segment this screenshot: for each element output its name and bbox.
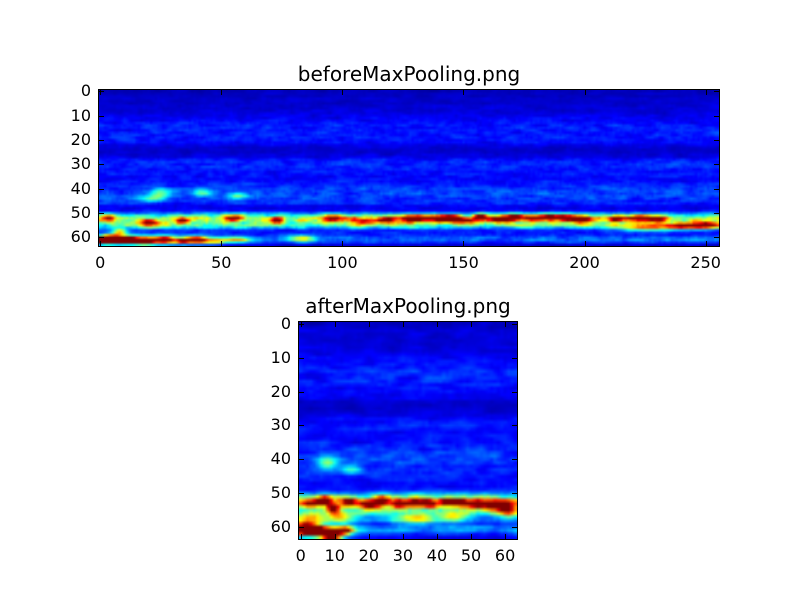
tick-mark [300,534,302,539]
y-tick-label: 40 [70,178,91,198]
x-tick-label: 60 [494,546,516,565]
y-tick-label: 30 [270,415,291,435]
tick-mark [714,115,719,117]
tick-mark [436,534,438,539]
tick-mark [99,91,104,93]
tick-mark [99,115,104,117]
tick-mark [505,322,507,327]
tick-mark [505,534,507,539]
tick-mark [368,322,370,327]
tick-mark [334,322,336,327]
y-tick-label: 20 [70,129,91,149]
tick-mark [99,139,104,141]
tick-mark [584,241,586,246]
tick-mark [221,90,223,95]
axes-after [298,321,518,540]
y-tick-label: 50 [270,483,291,503]
x-tick-label: 30 [392,546,414,565]
tick-mark [705,241,707,246]
x-tick-label: 0 [95,253,106,272]
plot-title-after: afterMaxPooling.png [305,294,511,318]
tick-mark [299,425,304,427]
x-tick-label: 10 [324,546,345,565]
tick-mark [714,164,719,166]
heatmap-canvas-after [299,322,517,539]
tick-mark [512,459,517,461]
tick-mark [342,90,344,95]
tick-mark [99,164,104,166]
tick-mark [299,357,304,359]
y-tick-label: 40 [270,449,291,469]
tick-mark [99,237,104,239]
y-tick-label: 10 [70,105,91,125]
tick-mark [463,90,465,95]
x-tick-label: 150 [448,253,479,272]
tick-mark [584,90,586,95]
x-tick-label: 20 [358,546,380,565]
tick-mark [512,357,517,359]
tick-mark [714,91,719,93]
axes-before [98,89,720,247]
tick-mark [714,139,719,141]
tick-mark [99,213,104,215]
tick-mark [471,322,473,327]
tick-mark [471,534,473,539]
plot-title-before: beforeMaxPooling.png [297,62,521,86]
tick-mark [299,459,304,461]
tick-mark [299,323,304,325]
tick-mark [99,188,104,190]
x-tick-label: 0 [295,546,306,565]
tick-mark [402,322,404,327]
tick-mark [100,90,102,95]
tick-mark [512,391,517,393]
y-tick-label: 60 [270,517,291,537]
tick-mark [463,241,465,246]
x-tick-label: 40 [426,546,448,565]
x-tick-label: 200 [569,253,600,272]
tick-mark [714,213,719,215]
tick-mark [342,241,344,246]
tick-mark [368,534,370,539]
tick-mark [402,534,404,539]
heatmap-canvas-before [99,90,719,246]
tick-mark [714,188,719,190]
y-tick-label: 50 [70,203,91,223]
tick-mark [299,527,304,529]
x-tick-label: 100 [327,253,358,272]
y-tick-label: 30 [70,154,91,174]
x-tick-label: 250 [690,253,721,272]
y-tick-label: 10 [270,347,291,367]
tick-mark [100,241,102,246]
tick-mark [512,527,517,529]
tick-mark [334,534,336,539]
tick-mark [512,493,517,495]
tick-mark [436,322,438,327]
tick-mark [299,493,304,495]
tick-mark [705,90,707,95]
tick-mark [512,425,517,427]
tick-mark [221,241,223,246]
x-tick-label: 50 [460,546,482,565]
y-tick-label: 0 [80,81,91,101]
tick-mark [512,323,517,325]
y-tick-label: 20 [270,381,291,401]
x-tick-label: 50 [211,253,232,272]
y-tick-label: 60 [70,227,91,247]
tick-mark [299,391,304,393]
tick-mark [714,237,719,239]
y-tick-label: 0 [280,313,291,333]
